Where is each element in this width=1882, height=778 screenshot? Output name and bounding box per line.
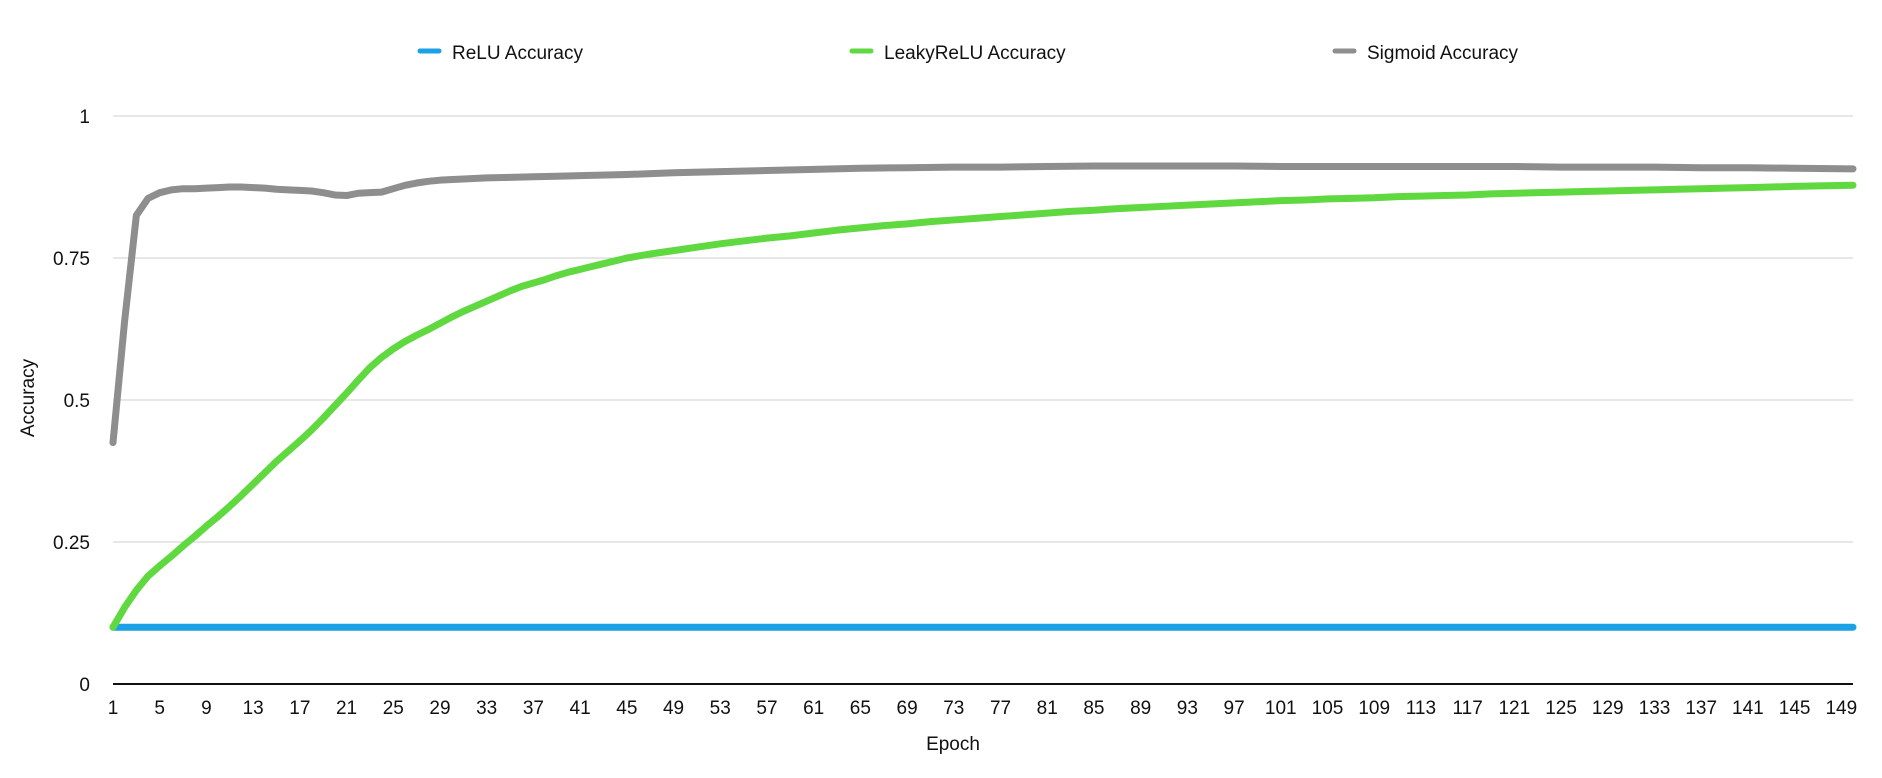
x-tick-label: 101 [1265,698,1297,719]
x-tick-label: 37 [523,698,544,719]
x-tick-label: 61 [803,698,824,719]
x-tick-label: 17 [289,698,310,719]
x-tick-label: 93 [1177,698,1198,719]
x-axis-title: Epoch [926,734,980,755]
x-tick-label: 41 [570,698,591,719]
axes: 0 0.25 0.5 0.75 1 1 5 9 13 17 21 25 29 33 37 41 45 49 53 57… [53,107,1857,719]
x-tick-label: 81 [1037,698,1058,719]
x-tick-label: 109 [1358,698,1390,719]
y-tick-label: 0.5 [64,391,90,412]
legend-label-sigmoid-accuracy: Sigmoid Accuracy [1367,43,1519,64]
legend-label-relu-accuracy: ReLU Accuracy [452,43,583,64]
x-tick-label: 65 [850,698,871,719]
x-tick-label: 149 [1825,698,1857,719]
x-tick-label: 45 [616,698,637,719]
series-line-leakyrelu-accuracy [109,181,1857,631]
x-tick-label: 21 [336,698,357,719]
x-tick-label: 1 [108,698,119,719]
x-tick-label: 33 [476,698,497,719]
legend: ReLU Accuracy LeakyReLU Accuracy Sigmoid A… [417,43,1519,64]
x-tick-label: 129 [1592,698,1624,719]
y-tick-label: 0.25 [53,533,90,554]
y-tick-label: 0.75 [53,249,90,270]
x-tick-label: 77 [990,698,1011,719]
series-lines [109,162,1857,631]
x-tick-label: 57 [756,698,777,719]
x-tick-label: 137 [1685,698,1717,719]
legend-label-leakyrelu-accuracy: LeakyReLU Accuracy [884,43,1066,64]
x-tick-label: 133 [1639,698,1671,719]
x-tick-label: 125 [1545,698,1577,719]
grid-lines [113,115,1853,543]
x-tick-label: 85 [1083,698,1104,719]
x-tick-label: 97 [1224,698,1245,719]
x-tick-label: 13 [243,698,264,719]
x-tick-label: 29 [429,698,450,719]
x-tick-label: 141 [1732,698,1764,719]
y-axis-title: Accuracy [18,358,39,437]
x-tick-label: 73 [943,698,964,719]
series-line-sigmoid-accuracy [109,162,1857,447]
x-tick-label: 9 [201,698,212,719]
x-tick-label: 89 [1130,698,1151,719]
y-tick-label: 1 [79,107,90,128]
x-tick-label: 69 [897,698,918,719]
x-tick-label: 5 [154,698,165,719]
x-tick-label: 49 [663,698,684,719]
x-tick-label: 145 [1779,698,1811,719]
x-tick-label: 53 [710,698,731,719]
x-tick-label: 113 [1406,698,1436,719]
x-tick-label: 25 [383,698,404,719]
y-tick-label: 0 [79,675,90,696]
x-tick-label: 105 [1312,698,1344,719]
x-tick-label: 117 [1452,698,1482,719]
x-tick-label: 121 [1498,698,1530,719]
